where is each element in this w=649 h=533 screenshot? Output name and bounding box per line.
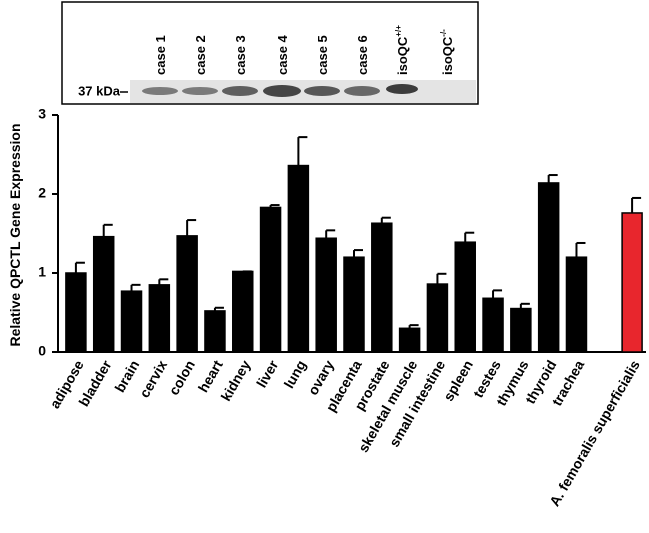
lane-label-text: isoQC <box>395 36 410 75</box>
lane-label: case 2 <box>193 35 208 75</box>
lane-label-sup: +/+ <box>394 25 403 37</box>
y-tick-label: 1 <box>38 264 46 280</box>
lane-label: isoQC+/+ <box>394 25 410 75</box>
lane-label-text: case 4 <box>275 34 290 75</box>
y-tick-label: 3 <box>38 106 46 122</box>
lane-label-sup: -/- <box>439 29 448 37</box>
y-axis-label: Relative QPCTL Gene Expression <box>7 123 23 346</box>
bar <box>148 284 171 353</box>
blot-strip <box>130 80 476 103</box>
lane-label-text: isoQC <box>440 36 455 75</box>
bar <box>482 297 504 353</box>
lane-label: case 4 <box>275 34 290 75</box>
bar <box>176 235 198 353</box>
blot-bands <box>142 84 418 97</box>
x-tick-label: cervix <box>136 357 170 400</box>
lane-label-text: case 6 <box>355 35 370 75</box>
bar <box>287 164 310 353</box>
lane-label: isoQC-/- <box>439 29 455 75</box>
lane-label: case 3 <box>233 35 248 75</box>
lane-label-text: case 2 <box>193 35 208 75</box>
bar <box>315 237 337 353</box>
bar <box>259 206 282 353</box>
lane-label-text: case 3 <box>233 35 248 75</box>
blot-marker: 37 kDa <box>78 83 121 98</box>
bar <box>92 235 115 353</box>
y-tick-label: 0 <box>38 343 46 359</box>
bar <box>232 270 254 353</box>
lane-label-text: case 5 <box>315 35 330 75</box>
bar <box>537 182 560 353</box>
bar <box>454 241 476 353</box>
bar <box>510 307 532 353</box>
bar <box>371 222 393 353</box>
bar <box>398 327 421 353</box>
lane-label: case 6 <box>355 35 370 75</box>
bar <box>565 256 588 353</box>
bar <box>426 283 449 353</box>
bar <box>65 272 87 353</box>
bar <box>621 212 643 353</box>
x-tick-label: colon <box>165 357 198 397</box>
y-tick-label: 2 <box>38 185 46 201</box>
bar <box>120 290 143 353</box>
x-tick-label: lung <box>281 357 310 391</box>
lane-label: case 1 <box>153 35 168 75</box>
lane-label-text: case 1 <box>153 35 168 75</box>
lane-label: case 5 <box>315 35 330 75</box>
x-tick-label: liver <box>253 357 282 390</box>
bar <box>343 256 365 353</box>
bar <box>204 310 226 353</box>
